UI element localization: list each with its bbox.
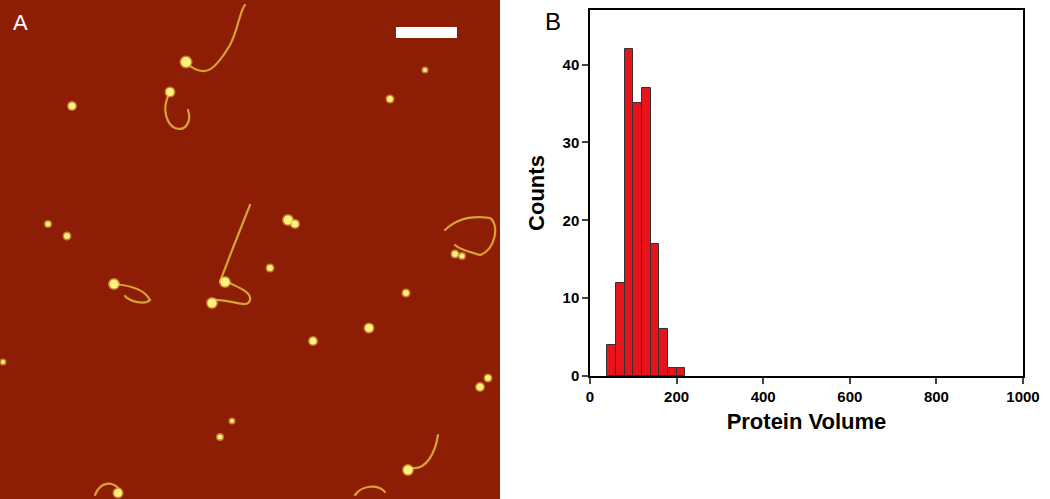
svg-text:400: 400 — [751, 388, 776, 405]
svg-text:800: 800 — [924, 388, 949, 405]
svg-text:Counts: Counts — [524, 155, 549, 231]
svg-text:1000: 1000 — [1006, 388, 1039, 405]
svg-text:A: A — [13, 10, 28, 35]
svg-text:0: 0 — [571, 367, 579, 384]
svg-text:B: B — [545, 8, 561, 35]
svg-text:20: 20 — [563, 212, 580, 229]
svg-text:0: 0 — [586, 388, 594, 405]
svg-text:200: 200 — [664, 388, 689, 405]
svg-text:30: 30 — [563, 134, 580, 151]
svg-text:600: 600 — [837, 388, 862, 405]
svg-text:10: 10 — [563, 289, 580, 306]
svg-text:40: 40 — [563, 56, 580, 73]
svg-text:Protein Volume: Protein Volume — [727, 409, 887, 434]
